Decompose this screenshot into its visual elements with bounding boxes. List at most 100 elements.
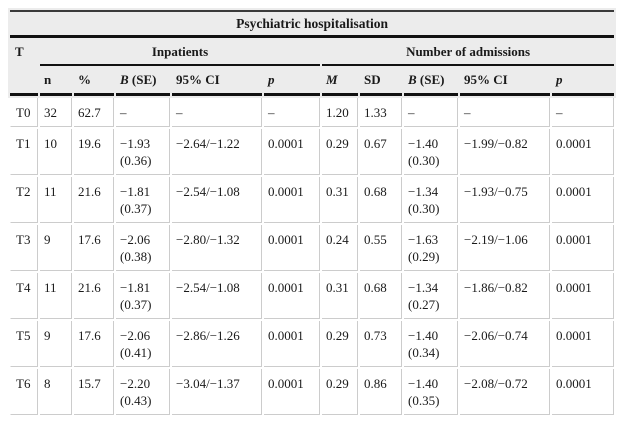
cell-sd: 0.86	[360, 369, 402, 415]
cell-ci95: −2.54/−1.08	[172, 273, 262, 319]
table-title: Psychiatric hospitalisation	[10, 10, 615, 38]
cell-ci95: −3.04/−1.37	[172, 369, 262, 415]
cell-ci95-adm: −1.93/−0.75	[460, 177, 550, 223]
cell-percent: 21.6	[74, 273, 114, 319]
cell-m: 0.31	[322, 273, 358, 319]
cell-percent: 21.6	[74, 177, 114, 223]
table-header: Psychiatric hospitalisation T Inpatients…	[10, 10, 615, 96]
column-header-t: T	[10, 40, 38, 96]
row-label: T1	[10, 129, 38, 175]
row-label: T4	[10, 273, 38, 319]
column-header-ci95-adm: 95% CI	[460, 68, 550, 96]
cell-ci95-adm: –	[460, 98, 550, 127]
column-header-p: p	[264, 68, 320, 96]
table-body: T0 32 62.7– – –1.20 1.33– – – T1 10 19.6 −1.93 (0.36…	[10, 98, 615, 415]
cell-p-adm: –	[552, 98, 615, 127]
column-header-b-se: B (SE)	[116, 68, 170, 96]
column-header-b-se-adm: B (SE)	[404, 68, 458, 96]
cell-b-se-adm: −1.63 (0.29)	[404, 225, 458, 271]
cell-ci95-adm: −1.86/−0.82	[460, 273, 550, 319]
cell-m: 0.29	[322, 321, 358, 367]
group-header-number-of-admissions: Number of admissions	[322, 40, 615, 66]
cell-ci95: −2.64/−1.22	[172, 129, 262, 175]
cell-p-adm: 0.0001	[552, 225, 615, 271]
cell-p-adm: 0.0001	[552, 321, 615, 367]
table-row-t5: T5 9 17.6 −2.06 (0.41) −2.86/−1.26 0.0001 0.29 0…	[10, 321, 615, 367]
cell-ci95-adm: −2.19/−1.06	[460, 225, 550, 271]
cell-ci95-adm: −1.99/−0.82	[460, 129, 550, 175]
cell-ci95-adm: −2.06/−0.74	[460, 321, 550, 367]
cell-b-se: −1.81 (0.37)	[116, 177, 170, 223]
cell-ci95: –	[172, 98, 262, 127]
cell-b-se: −2.06 (0.38)	[116, 225, 170, 271]
cell-percent: 15.7	[74, 369, 114, 415]
cell-p: 0.0001	[264, 321, 320, 367]
cell-p-adm: 0.0001	[552, 369, 615, 415]
cell-n: 8	[40, 369, 72, 415]
cell-p: 0.0001	[264, 225, 320, 271]
cell-sd: 0.67	[360, 129, 402, 175]
cell-percent: 62.7	[74, 98, 114, 127]
table-row-t0: T0 32 62.7– – –1.20 1.33– – –	[10, 98, 615, 127]
cell-b-se-adm: −1.34 (0.30)	[404, 177, 458, 223]
cell-b-se: −2.20 (0.43)	[116, 369, 170, 415]
cell-ci95-adm: −2.08/−0.72	[460, 369, 550, 415]
column-header-n: n	[40, 68, 72, 96]
title-row: Psychiatric hospitalisation	[10, 10, 615, 38]
cell-percent: 17.6	[74, 225, 114, 271]
column-header-p-adm: p	[552, 68, 615, 96]
cell-p: 0.0001	[264, 369, 320, 415]
cell-sd: 0.68	[360, 273, 402, 319]
cell-p-adm: 0.0001	[552, 177, 615, 223]
cell-n: 10	[40, 129, 72, 175]
group-header-inpatients: Inpatients	[40, 40, 320, 66]
cell-m: 1.20	[322, 98, 358, 127]
cell-m: 0.31	[322, 177, 358, 223]
table-row-t6: T6 8 15.7 −2.20 (0.43) −3.04/−1.37 0.0001 0.29 0…	[10, 369, 615, 415]
row-label: T2	[10, 177, 38, 223]
cell-ci95: −2.86/−1.26	[172, 321, 262, 367]
cell-ci95: −2.54/−1.08	[172, 177, 262, 223]
cell-b-se: −2.06 (0.41)	[116, 321, 170, 367]
cell-m: 0.24	[322, 225, 358, 271]
cell-b-se: −1.81 (0.37)	[116, 273, 170, 319]
group-header-row: T Inpatients Number of admissions	[10, 40, 615, 96]
table-row-t4: T4 11 21.6 −1.81 (0.37) −2.54/−1.08 0.0001 0.31…	[10, 273, 615, 319]
cell-b-se: −1.93 (0.36)	[116, 129, 170, 175]
cell-m: 0.29	[322, 129, 358, 175]
cell-ci95: −2.80/−1.32	[172, 225, 262, 271]
cell-sd: 0.55	[360, 225, 402, 271]
row-label: T0	[10, 98, 38, 127]
cell-percent: 19.6	[74, 129, 114, 175]
subheader-row: n% B (SE) 95% CI p M SD B (SE) 95% CI p	[10, 68, 615, 96]
cell-sd: 0.73	[360, 321, 402, 367]
cell-p: –	[264, 98, 320, 127]
cell-n: 11	[40, 177, 72, 223]
cell-b-se: –	[116, 98, 170, 127]
column-header-ci95: 95% CI	[172, 68, 262, 96]
cell-p: 0.0001	[264, 177, 320, 223]
psychiatric-hospitalisation-table: Psychiatric hospitalisation T Inpatients…	[8, 8, 617, 417]
cell-b-se-adm: –	[404, 98, 458, 127]
cell-b-se-adm: −1.40 (0.34)	[404, 321, 458, 367]
cell-b-se-adm: −1.34 (0.27)	[404, 273, 458, 319]
row-label: T6	[10, 369, 38, 415]
table-row-t1: T1 10 19.6 −1.93 (0.36) −2.64/−1.22 0.0001 0.29…	[10, 129, 615, 175]
column-header-sd: SD	[360, 68, 402, 96]
cell-b-se-adm: −1.40 (0.35)	[404, 369, 458, 415]
table-row-t3: T3 9 17.6 −2.06 (0.38) −2.80/−1.32 0.0001 0.24 0…	[10, 225, 615, 271]
cell-p: 0.0001	[264, 273, 320, 319]
cell-m: 0.29	[322, 369, 358, 415]
cell-n: 11	[40, 273, 72, 319]
row-label: T5	[10, 321, 38, 367]
column-header-m: M	[322, 68, 358, 96]
cell-n: 9	[40, 321, 72, 367]
cell-percent: 17.6	[74, 321, 114, 367]
cell-n: 32	[40, 98, 72, 127]
cell-p: 0.0001	[264, 129, 320, 175]
cell-p-adm: 0.0001	[552, 273, 615, 319]
table-row-t2: T2 11 21.6 −1.81 (0.37) −2.54/−1.08 0.0001 0.31…	[10, 177, 615, 223]
cell-p-adm: 0.0001	[552, 129, 615, 175]
cell-sd: 0.68	[360, 177, 402, 223]
